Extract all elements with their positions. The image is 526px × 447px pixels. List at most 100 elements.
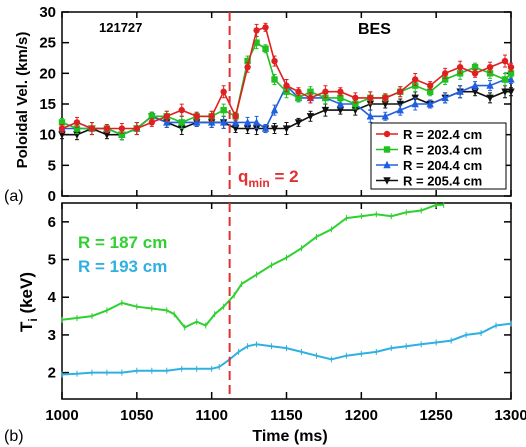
data-point — [103, 125, 111, 132]
panel-a-label: (a) — [4, 188, 24, 205]
y-tick-label-a: 15 — [39, 96, 56, 113]
panel-a-series — [58, 22, 515, 141]
data-point — [148, 113, 155, 120]
y-tick-label-a: 10 — [39, 127, 56, 144]
data-point — [148, 119, 155, 126]
data-point — [383, 177, 391, 185]
data-point — [178, 106, 185, 114]
data-point — [486, 70, 494, 77]
panel-b-series — [61, 201, 512, 378]
data-point — [501, 76, 509, 83]
data-point — [307, 94, 314, 102]
data-point — [193, 118, 201, 126]
data-point — [261, 124, 270, 132]
data-point — [367, 94, 374, 102]
data-point — [295, 94, 302, 102]
data-point — [411, 99, 419, 108]
data-point — [441, 70, 449, 77]
x-tick-label: 1250 — [419, 407, 452, 424]
y-tick-label-b: 3 — [48, 327, 56, 344]
data-point — [283, 82, 290, 89]
data-point — [282, 125, 291, 133]
data-point — [456, 87, 464, 95]
data-point — [352, 94, 359, 102]
data-point — [336, 99, 345, 108]
data-point — [486, 63, 494, 71]
data-point — [133, 125, 141, 132]
x-tick-label: 1200 — [345, 407, 378, 424]
x-tick-label: 1300 — [494, 407, 526, 424]
data-point — [118, 125, 126, 132]
data-point — [471, 81, 479, 89]
legend-label: R = 202.4 cm — [403, 127, 482, 142]
data-point — [352, 100, 359, 108]
x-tick-label: 1000 — [45, 407, 78, 424]
y-tick-label-a: 5 — [48, 157, 56, 174]
data-point — [231, 125, 240, 133]
x-tick-label: 1050 — [120, 407, 153, 424]
diagnostic-label: BES — [358, 21, 391, 38]
data-point — [219, 118, 228, 126]
data-point — [193, 113, 200, 120]
x-tick-label: 1100 — [195, 407, 228, 424]
data-point — [270, 105, 279, 114]
y-tick-label-a: 30 — [39, 4, 56, 21]
data-point — [253, 27, 260, 34]
data-point — [178, 119, 185, 126]
data-point — [366, 100, 375, 109]
data-point — [426, 99, 434, 108]
series-line — [61, 41, 512, 136]
data-point — [208, 113, 215, 120]
qmin-annotation: qmin = 2 — [238, 167, 299, 190]
data-point — [262, 24, 269, 31]
data-point — [207, 118, 216, 126]
series-line — [61, 26, 512, 130]
data-point — [231, 118, 240, 126]
data-point — [118, 131, 126, 138]
data-point — [471, 64, 479, 71]
data-point — [486, 81, 494, 89]
legend-label: R = 205.4 cm — [403, 174, 482, 189]
data-point — [270, 125, 279, 133]
panel-b-ylabel: Ti (keV) — [17, 272, 40, 332]
data-point — [73, 119, 81, 126]
y-tick-label-a: 25 — [39, 35, 56, 52]
data-point — [58, 131, 66, 139]
data-point — [456, 63, 464, 71]
data-point — [232, 113, 239, 120]
data-point — [336, 106, 345, 115]
legend: R = 202.4 cmR = 203.4 cmR = 204.4 cmR = … — [370, 122, 507, 190]
y-tick-label-b: 5 — [48, 252, 56, 269]
data-point — [381, 100, 389, 109]
data-point — [271, 57, 278, 65]
data-point — [58, 119, 66, 126]
data-point — [88, 125, 96, 132]
legend-label: R = 204.4 cm — [403, 158, 482, 173]
data-point — [58, 125, 66, 132]
data-point — [243, 118, 252, 126]
data-point — [501, 88, 509, 96]
data-point — [397, 88, 404, 95]
data-point — [178, 125, 186, 133]
panel-b-label: (b) — [4, 428, 24, 445]
data-point — [396, 100, 404, 109]
data-point — [507, 75, 515, 83]
data-point — [262, 45, 269, 52]
panel-b-axes: 2 3 4 5 6 1000 1050 1100 1150 1200 1250 1300 — [45, 203, 526, 424]
data-point — [426, 88, 434, 95]
x-tick-label: 1150 — [270, 407, 303, 424]
data-point — [295, 88, 302, 95]
panel-a-axes: 0 5 10 15 20 25 30 — [39, 4, 512, 205]
data-point — [337, 88, 344, 95]
data-point — [307, 88, 314, 95]
data-point — [507, 70, 515, 77]
data-point — [244, 57, 251, 65]
data-point — [306, 113, 315, 121]
data-point — [486, 94, 494, 103]
data-point — [412, 76, 419, 83]
data-point — [383, 146, 391, 153]
data-point — [244, 63, 251, 71]
shot-number: 121727 — [99, 20, 142, 35]
data-point — [163, 113, 170, 120]
